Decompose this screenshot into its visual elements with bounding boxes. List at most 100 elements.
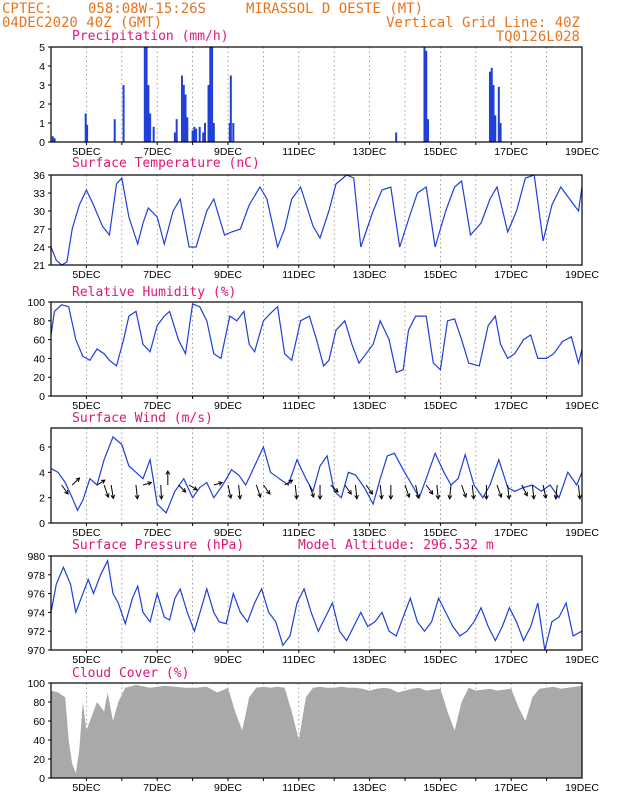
wind-vector-shaft	[507, 484, 510, 499]
wind-vector	[471, 484, 476, 500]
wind-vector-shaft	[96, 479, 106, 486]
x-tick-label: 11DEC	[282, 400, 315, 412]
x-tick-label: 9DEC	[214, 527, 242, 539]
x-tick-label: 19DEC	[565, 782, 599, 794]
precip-bar	[152, 126, 155, 142]
y-tick-label: 5	[39, 42, 45, 54]
y-tick-label: 1	[39, 118, 45, 130]
wind-vector	[103, 484, 110, 499]
x-tick-label: 9DEC	[214, 654, 242, 666]
x-tick-label: 7DEC	[143, 654, 171, 666]
wind-vector	[213, 481, 224, 486]
wind-vector-shaft	[425, 484, 434, 495]
x-tick-label: 5DEC	[72, 654, 100, 666]
panel-frame	[50, 427, 583, 524]
x-tick-label: 11DEC	[282, 782, 315, 794]
wind-vector-head	[105, 493, 110, 499]
wind-vector-head	[506, 494, 512, 500]
wind-vector	[284, 479, 294, 486]
wind-vector-shaft	[178, 484, 187, 493]
wind-vector-shaft	[471, 484, 475, 499]
precip-bar	[212, 123, 215, 142]
pres-line	[50, 558, 583, 651]
x-tick-label: 13DEC	[353, 782, 387, 794]
y-tick-label: 20	[33, 754, 45, 766]
header-model: TQ0126L028	[496, 29, 580, 45]
panel-title: Precipitation (mm/h)	[72, 29, 229, 44]
temp-line	[50, 174, 583, 266]
x-tick-label: 5DEC	[72, 400, 100, 412]
precip-bar	[228, 123, 231, 142]
wind-vector-head	[471, 494, 476, 500]
precip-bar	[184, 94, 187, 142]
wind-vector	[71, 477, 81, 486]
wind-vector	[61, 484, 69, 495]
panel-precip: Precipitation (mm/h) 0 1 2 3 4 5 5DEC 7DEC 9DEC 11…	[39, 29, 599, 158]
x-tick-label: 5DEC	[72, 527, 100, 539]
x-tick-label: 15DEC	[423, 654, 457, 666]
panels: Precipitation (mm/h) 0 1 2 3 4 5 5DEC 7DEC 9DEC 11…	[27, 29, 599, 794]
wind-vector-head	[415, 494, 421, 500]
y-tick-label: 33	[33, 188, 45, 200]
x-tick-label: 19DEC	[565, 654, 599, 666]
precip-bar	[497, 86, 500, 142]
precip-bar	[173, 132, 176, 142]
wind-vector-shaft	[142, 482, 152, 486]
x-tick-label: 15DEC	[423, 146, 457, 158]
x-tick-label: 7DEC	[143, 527, 171, 539]
wind-vector-head	[294, 494, 299, 500]
wind-vector-head	[147, 481, 153, 486]
y-tick-label: 3	[39, 80, 45, 92]
y-tick-label: 80	[33, 697, 45, 709]
wind-vector	[294, 484, 299, 500]
x-tick-label: 15DEC	[423, 269, 457, 281]
x-tick-label: 19DEC	[565, 269, 599, 281]
wind-vector-head	[531, 494, 536, 500]
wind-vector	[531, 484, 536, 500]
wind-vector-head	[181, 488, 187, 493]
wind-vector-shaft	[227, 484, 232, 499]
x-tick-label: 5DEC	[72, 269, 100, 281]
wind-vector	[435, 484, 441, 500]
wind-vector-head	[227, 494, 233, 500]
wind-vector	[365, 484, 374, 495]
y-tick-label: 60	[33, 716, 45, 728]
wind-vector-head	[266, 489, 271, 495]
wind-vector-head	[158, 495, 164, 500]
x-tick-label: 11DEC	[282, 527, 315, 539]
wind-vector	[142, 481, 153, 486]
y-tick-label: 974	[27, 607, 45, 619]
wind-vector-shaft	[354, 484, 358, 499]
panel-title: Relative Humidity (%)	[72, 285, 236, 300]
panel-frame	[50, 555, 583, 651]
x-tick-label: 17DEC	[494, 527, 528, 539]
wind-vector-shaft	[135, 484, 138, 499]
precip-bar	[143, 47, 146, 142]
x-tick-label: 15DEC	[423, 782, 457, 794]
header-source: CPTEC:	[2, 1, 53, 17]
x-tick-label: 19DEC	[565, 400, 599, 412]
header-coordinates: 058:08W-15:26S	[88, 1, 206, 17]
precip-bar	[84, 113, 87, 142]
wind-vector-head	[192, 486, 198, 491]
panel-frame	[50, 301, 583, 397]
wind-vector-shaft	[555, 484, 558, 499]
precip-bar	[195, 128, 198, 142]
precip-bar	[113, 119, 116, 142]
x-tick-label: 17DEC	[494, 654, 528, 666]
x-tick-label: 15DEC	[423, 400, 457, 412]
panel-temp: Surface Temperature (nC) 21 24 27 30 33 36 5DEC…	[33, 156, 599, 281]
rh-line	[50, 303, 583, 374]
wind-line	[50, 435, 583, 514]
wind-vector-shaft	[188, 484, 198, 491]
precip-bar	[229, 75, 232, 142]
wind-vector-shaft	[213, 482, 223, 486]
panel-title: Cloud Cover (%)	[72, 666, 189, 681]
wind-vector	[165, 469, 171, 485]
wind-vector	[188, 484, 198, 491]
wind-vector-head	[388, 495, 394, 501]
x-tick-label: 9DEC	[214, 269, 242, 281]
precip-bar	[427, 119, 430, 142]
wind-vector-shaft	[461, 484, 467, 498]
precip-bar	[186, 117, 189, 142]
